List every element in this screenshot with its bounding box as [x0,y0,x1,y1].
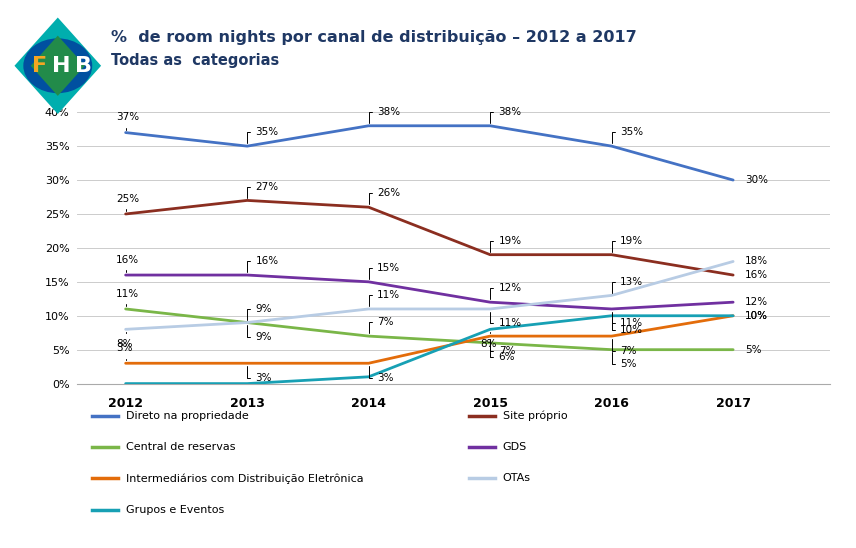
Text: 35%: 35% [247,127,279,144]
Text: 13%: 13% [612,277,643,293]
Text: 11%: 11% [612,312,643,328]
Text: 19%: 19% [612,236,643,252]
Text: 19%: 19% [490,236,522,252]
Text: 9%: 9% [247,304,272,320]
Text: 6%: 6% [490,346,515,362]
Text: 10%: 10% [746,311,769,321]
Text: 8%: 8% [480,332,497,349]
Text: 26%: 26% [369,189,401,204]
Text: Central de reservas: Central de reservas [126,442,235,452]
Polygon shape [15,18,101,114]
Text: 15%: 15% [369,263,401,279]
Text: 18%: 18% [746,256,769,266]
Text: 38%: 38% [369,107,401,123]
Text: 16%: 16% [116,255,139,272]
Text: 9%: 9% [247,326,272,342]
Text: %  de room nights por canal de distribuição – 2012 a 2017: % de room nights por canal de distribuiç… [111,30,637,45]
Text: Direto na propriedade: Direto na propriedade [126,410,249,421]
Text: 30%: 30% [746,175,769,185]
Text: 25%: 25% [116,194,139,211]
Text: 11%: 11% [116,289,139,306]
Text: B: B [74,56,92,76]
Text: 3%: 3% [247,366,272,383]
Text: Intermediários com Distribuição Eletrônica: Intermediários com Distribuição Eletrôni… [126,473,364,484]
Text: Site próprio: Site próprio [502,410,568,421]
Text: H: H [52,56,71,76]
Text: 16%: 16% [746,270,769,280]
Text: OTAs: OTAs [502,473,531,483]
Text: F: F [32,56,46,76]
Text: 38%: 38% [490,107,522,123]
Text: 7%: 7% [612,339,637,356]
Text: 7%: 7% [369,317,394,333]
Polygon shape [31,36,85,96]
Text: Todas as  categorias: Todas as categorias [111,54,280,68]
Text: 27%: 27% [247,181,279,198]
Ellipse shape [23,38,92,93]
Text: 3%: 3% [116,343,133,361]
Text: Grupos e Eventos: Grupos e Eventos [126,505,224,515]
Text: 11%: 11% [369,290,401,306]
Text: 3%: 3% [369,366,394,383]
Text: 12%: 12% [490,283,522,299]
Text: 10%: 10% [612,318,643,335]
Text: 10%: 10% [746,311,769,321]
Text: 5%: 5% [612,352,637,369]
Text: 7%: 7% [490,339,515,356]
Text: GDS: GDS [502,442,527,452]
Text: 8%: 8% [116,332,133,349]
Text: 12%: 12% [746,297,769,307]
Text: 11%: 11% [490,312,522,328]
Text: 35%: 35% [612,127,643,144]
Text: 5%: 5% [746,345,762,355]
Text: 16%: 16% [247,256,279,272]
Text: 37%: 37% [116,112,139,130]
